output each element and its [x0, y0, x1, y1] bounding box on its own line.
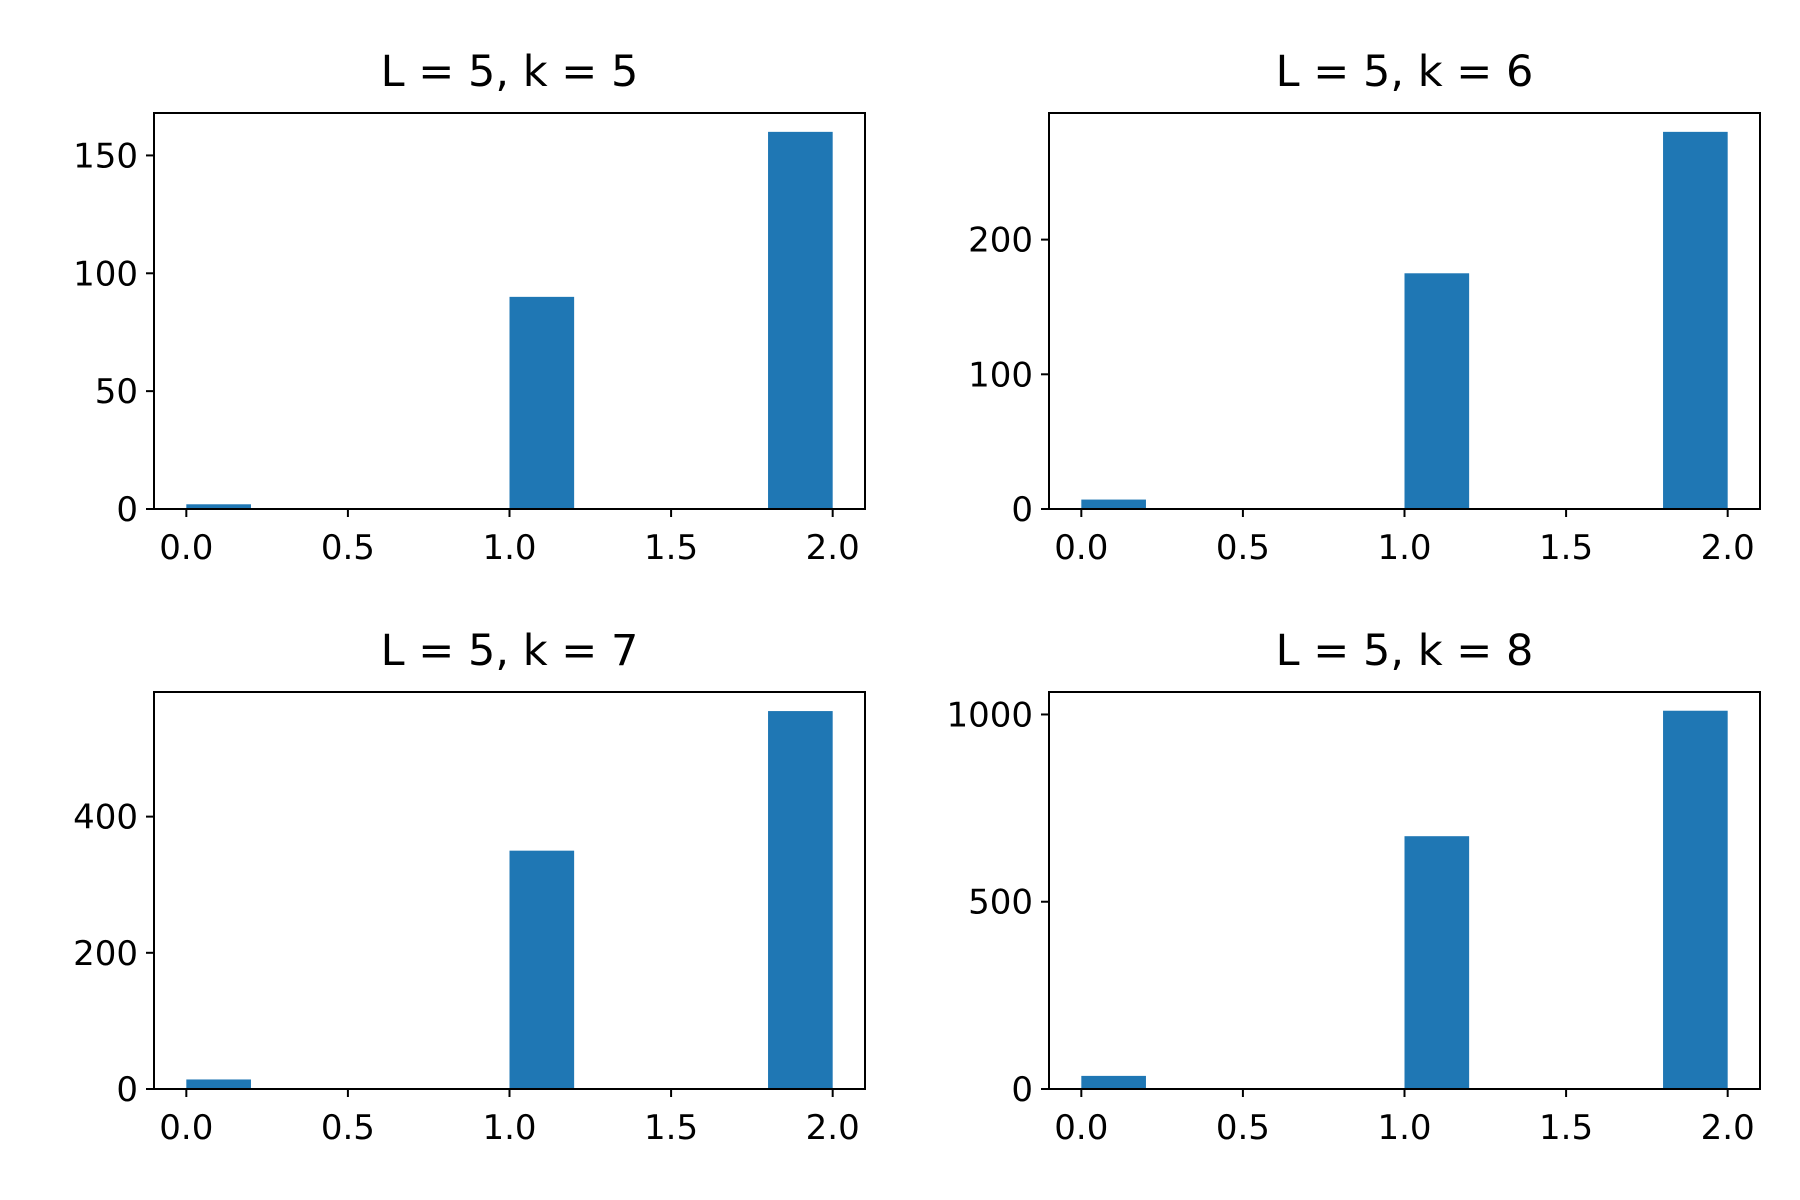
- subplot-2-title: L = 5, k = 6: [1276, 47, 1534, 97]
- subplot-3-x-tick-label-4: 1.5: [644, 1108, 698, 1148]
- subplot-3-y-tick-label-3: 400: [73, 798, 138, 838]
- subplot-1-x-tick-label-2: 0.5: [321, 528, 375, 568]
- subplot-1-y-tick-label-2: 50: [95, 372, 138, 412]
- subplot-1-x-tick-label-3: 1.0: [482, 528, 536, 568]
- subplot-2-y-tick-label-3: 200: [968, 221, 1033, 261]
- subplot-4-axes-frame: [1048, 691, 1761, 1090]
- subplot-1-x-ticks: 0.0 0.5 1.0 1.5 2.0: [159, 509, 860, 568]
- subplot-1-y-ticks: 0 50 100 150: [73, 136, 154, 530]
- subplot-3-x-tick-label-1: 0.0: [159, 1108, 213, 1148]
- subplot-4-bars: [1081, 710, 1728, 1089]
- subplot-1-y-tick-label-3: 100: [73, 254, 138, 294]
- subplot-1-y-tick-label-4: 150: [73, 136, 138, 176]
- subplot-4-x-ticks: 0.0 0.5 1.0 1.5 2.0: [1054, 1089, 1755, 1148]
- subplot-1-bar-2: [509, 296, 575, 509]
- subplot-2-bars: [1081, 131, 1728, 509]
- subplot-4-y-tick-label-1: 0: [1011, 1070, 1033, 1110]
- subplot-4-x-tick-label-3: 1.0: [1377, 1108, 1431, 1148]
- subplot-2-y-tick-label-2: 100: [968, 355, 1033, 395]
- subplot-1-x-tick-label-5: 2.0: [806, 528, 860, 568]
- subplot-3-bars: [186, 711, 833, 1089]
- subplot-3-x-tick-label-5: 2.0: [806, 1108, 860, 1148]
- subplot-1: L = 5, k = 5 0.0 0.5 1.0 1.5 2.0 0 50 100 150: [73, 47, 866, 568]
- subplot-3-bar-3: [768, 711, 833, 1089]
- subplot-3-bar-1: [186, 1079, 251, 1089]
- subplot-4-x-tick-label-1: 0.0: [1054, 1108, 1108, 1148]
- subplot-4-bar-2: [1404, 836, 1470, 1089]
- subplot-2-y-tick-label-1: 0: [1011, 490, 1033, 530]
- subplot-2-bar-1: [1081, 499, 1146, 509]
- subplot-3-y-tick-label-2: 200: [73, 934, 138, 974]
- subplot-3-x-ticks: 0.0 0.5 1.0 1.5 2.0: [159, 1089, 860, 1148]
- subplot-2-y-ticks: 0 100 200: [968, 221, 1049, 530]
- subplot-2-x-tick-label-2: 0.5: [1216, 528, 1270, 568]
- subplot-1-x-tick-label-1: 0.0: [159, 528, 213, 568]
- subplot-4-bar-1: [1081, 1075, 1146, 1089]
- subplot-4-y-ticks: 0 500 1000: [946, 695, 1049, 1110]
- subplot-3-title: L = 5, k = 7: [381, 626, 639, 676]
- subplot-4: L = 5, k = 8 0.0 0.5 1.0 1.5 2.0 0 500 1000: [946, 626, 1761, 1148]
- subplot-1-bar-1: [186, 504, 251, 509]
- subplot-2-x-tick-label-1: 0.0: [1054, 528, 1108, 568]
- subplot-1-axes-frame: [153, 112, 866, 510]
- subplot-2-bar-3: [1663, 131, 1728, 509]
- subplot-3-axes-frame: [153, 691, 866, 1090]
- subplot-1-bars: [186, 131, 833, 509]
- subplot-2-x-tick-label-5: 2.0: [1701, 528, 1755, 568]
- subplot-3-y-ticks: 0 200 400: [73, 798, 154, 1110]
- subplot-4-y-tick-label-3: 1000: [946, 695, 1033, 735]
- subplot-2-x-ticks: 0.0 0.5 1.0 1.5 2.0: [1054, 509, 1755, 568]
- subplot-1-title: L = 5, k = 5: [381, 47, 639, 97]
- subplot-4-title: L = 5, k = 8: [1276, 626, 1534, 676]
- subplot-1-bar-3: [768, 131, 833, 509]
- subplot-3-x-tick-label-3: 1.0: [482, 1108, 536, 1148]
- subplot-4-y-tick-label-2: 500: [968, 883, 1033, 923]
- subplot-2-x-tick-label-3: 1.0: [1377, 528, 1431, 568]
- subplot-3-bar-2: [509, 850, 575, 1089]
- subplot-1-x-tick-label-4: 1.5: [644, 528, 698, 568]
- subplot-4-x-tick-label-4: 1.5: [1539, 1108, 1593, 1148]
- subplot-2: L = 5, k = 6 0.0 0.5 1.0 1.5 2.0 0 100 200: [968, 47, 1761, 568]
- subplot-2-bar-2: [1404, 273, 1470, 509]
- subplot-3-y-tick-label-1: 0: [116, 1070, 138, 1110]
- subplot-4-x-tick-label-5: 2.0: [1701, 1108, 1755, 1148]
- subplot-1-y-tick-label-1: 0: [116, 490, 138, 530]
- subplot-2-axes-frame: [1048, 112, 1761, 510]
- subplot-4-bar-3: [1663, 710, 1728, 1089]
- subplot-4-x-tick-label-2: 0.5: [1216, 1108, 1270, 1148]
- subplot-3-x-tick-label-2: 0.5: [321, 1108, 375, 1148]
- subplot-2-x-tick-label-4: 1.5: [1539, 528, 1593, 568]
- subplot-3: L = 5, k = 7 0.0 0.5 1.0 1.5 2.0 0 200 400: [73, 626, 866, 1148]
